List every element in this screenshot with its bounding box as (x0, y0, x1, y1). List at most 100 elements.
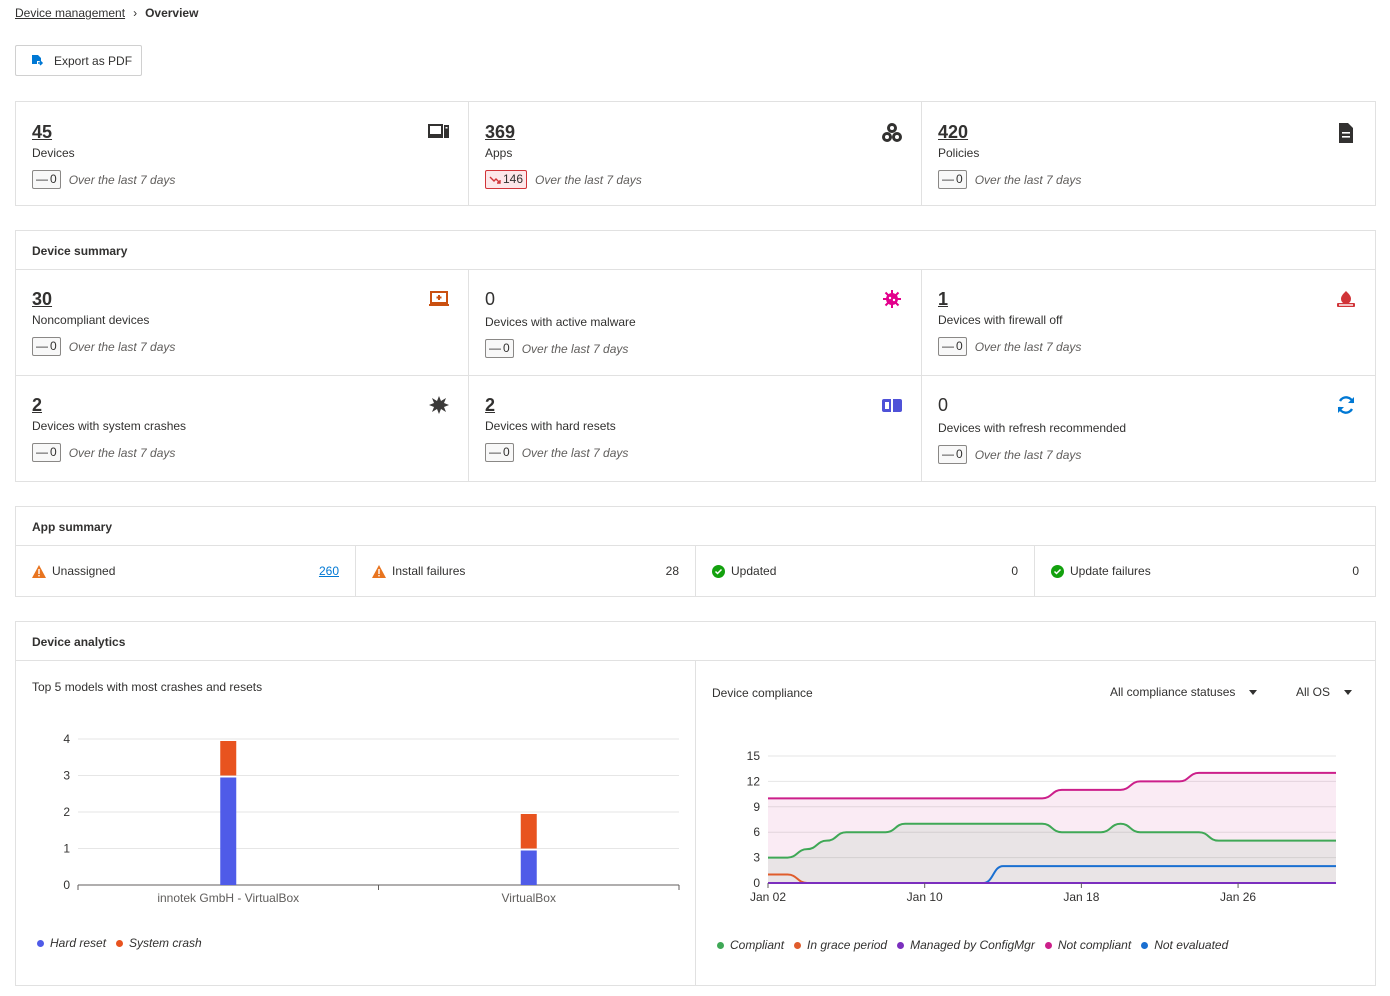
legend-compliant[interactable]: Compliant (717, 938, 784, 952)
y-tick-label: 1 (63, 842, 70, 856)
x-tick-label: Jan 18 (1063, 890, 1099, 904)
refresh-label: Devices with refresh recommended (938, 421, 1127, 435)
app-summary-update-failures: Update failures 0 (1035, 546, 1375, 596)
tile-policies: 420 Policies — 0 Over the last 7 days (922, 102, 1375, 205)
bar-hard-reset (520, 850, 537, 885)
firewall-count[interactable]: 1 (938, 289, 949, 309)
legend-in-grace-period[interactable]: In grace period (794, 938, 887, 952)
delta-badge: — 0 (485, 339, 514, 358)
period-text: Over the last 7 days (974, 172, 1082, 187)
refresh-icon (1337, 396, 1355, 414)
tile-apps: 369 Apps 146 Over the last 7 days (469, 102, 922, 205)
delta-badge: — 0 (32, 337, 61, 356)
app-summary-install-failures: Install failures 28 (356, 546, 696, 596)
delta-badge: — 0 (938, 170, 967, 189)
period-text: Over the last 7 days (521, 445, 629, 460)
devices-trend: — 0 Over the last 7 days (32, 170, 175, 189)
crash-chart: 0 1 2 3 4 innotek GmbH - VirtualBox VirtualBox (63, 732, 680, 905)
delta-badge: — 0 (32, 443, 61, 462)
compliance-chart-legend: Compliant In grace period Managed by Con… (717, 938, 1228, 952)
export-pdf-icon (32, 54, 44, 66)
y-tick-label: 0 (753, 876, 760, 890)
devices-count[interactable]: 45 (32, 122, 53, 142)
bar-system-crash (220, 741, 237, 776)
updated-value: 0 (1011, 564, 1018, 578)
y-tick-label: 2 (63, 805, 70, 819)
tile-malware: 0 Devices with active malware — 0 Over t… (469, 270, 922, 376)
update-failures-label: Update failures (1070, 564, 1151, 578)
apps-label: Apps (485, 146, 513, 160)
app-summary-updated: Updated 0 (696, 546, 1035, 596)
apps-trend: 146 Over the last 7 days (485, 170, 642, 189)
warning-icon (372, 564, 386, 578)
summary-tiles: 45 Devices — 0 Over the last 7 days 369 … (15, 101, 1376, 206)
install-failures-value: 28 (665, 564, 679, 578)
policies-count[interactable]: 420 (938, 122, 969, 142)
devices-icon (428, 124, 449, 138)
os-dropdown[interactable]: All OS (1296, 685, 1353, 699)
tile-refresh: 0 Devices with refresh recommended — 0 O… (922, 376, 1375, 481)
crashes-trend: — 0 Over the last 7 days (32, 443, 175, 462)
export-pdf-button[interactable]: Export as PDF (15, 45, 142, 76)
y-tick-label: 4 (63, 732, 70, 746)
legend-system-crash[interactable]: System crash (116, 936, 202, 950)
refresh-trend: — 0 Over the last 7 days (938, 445, 1081, 464)
policies-label: Policies (938, 146, 980, 160)
line-compliant (768, 822, 1336, 859)
compliance-status-value: All compliance statuses (1110, 685, 1236, 699)
firewall-trend: — 0 Over the last 7 days (938, 337, 1081, 356)
y-tick-label: 9 (753, 800, 760, 814)
crash-icon (429, 396, 449, 414)
noncompliant-label: Noncompliant devices (32, 313, 150, 327)
delta-badge: — 0 (32, 170, 61, 189)
tile-devices: 45 Devices — 0 Over the last 7 days (16, 102, 469, 205)
period-text: Over the last 7 days (68, 172, 176, 187)
crashes-count[interactable]: 2 (32, 395, 43, 415)
tile-hard-resets: 2 Devices with hard resets — 0 Over the … (469, 376, 922, 481)
legend-not-evaluated[interactable]: Not evaluated (1141, 938, 1228, 952)
bar-hard-reset (220, 777, 237, 885)
x-tick-label: Jan 26 (1220, 890, 1256, 904)
y-tick-label: 6 (753, 825, 760, 839)
virus-icon (883, 290, 901, 308)
trend-down-icon (489, 176, 501, 184)
delta-badge: 146 (485, 170, 528, 189)
period-text: Over the last 7 days (974, 339, 1082, 354)
unassigned-value-link[interactable]: 260 (318, 564, 339, 578)
updated-label: Updated (731, 564, 777, 578)
legend-not-compliant[interactable]: Not compliant (1044, 938, 1131, 952)
noncompliant-count[interactable]: 30 (32, 289, 53, 309)
device-analytics-title: Device analytics (16, 622, 1375, 661)
line-not-compliant (768, 771, 1336, 800)
legend-managed-by-configmgr[interactable]: Managed by ConfigMgr (897, 938, 1035, 952)
breadcrumb-device-management[interactable]: Device management (15, 6, 126, 20)
device-summary-card: Device summary 30 Noncompliant devices —… (15, 230, 1376, 482)
noncompliant-trend: — 0 Over the last 7 days (32, 337, 175, 356)
period-text: Over the last 7 days (521, 341, 629, 356)
compliance-chart: 0 3 6 9 12 15 Jan 02 Jan 10 Jan 18 Jan 26 (747, 750, 1336, 904)
caret-down-icon (1249, 689, 1258, 695)
refresh-count: 0 (938, 395, 949, 415)
y-tick-label: 0 (63, 878, 70, 892)
breadcrumb: Device management › Overview (15, 6, 198, 20)
hard-resets-count[interactable]: 2 (485, 395, 496, 415)
tile-noncompliant: 30 Noncompliant devices — 0 Over the las… (16, 270, 469, 376)
compliance-chart-title: Device compliance (712, 686, 813, 700)
delta-badge: — 0 (485, 443, 514, 462)
device-analytics-card: Device analytics Top 5 models with most … (15, 621, 1376, 986)
crashes-label: Devices with system crashes (32, 419, 187, 433)
check-circle-icon (1051, 564, 1064, 578)
x-tick-label: Jan 02 (750, 890, 786, 904)
x-tick-label: Jan 10 (907, 890, 943, 904)
y-tick-label: 3 (753, 851, 760, 865)
crash-chart-title: Top 5 models with most crashes and reset… (32, 680, 263, 694)
laptop-alert-icon (429, 291, 449, 306)
firewall-label: Devices with firewall off (938, 313, 1063, 327)
analytics-divider (695, 661, 696, 986)
caret-down-icon (1344, 689, 1353, 695)
install-failures-label: Install failures (392, 564, 466, 578)
hard-resets-label: Devices with hard resets (485, 419, 616, 433)
compliance-status-dropdown[interactable]: All compliance statuses (1110, 685, 1258, 699)
legend-hard-reset[interactable]: Hard reset (37, 936, 106, 950)
apps-count[interactable]: 369 (485, 122, 516, 142)
